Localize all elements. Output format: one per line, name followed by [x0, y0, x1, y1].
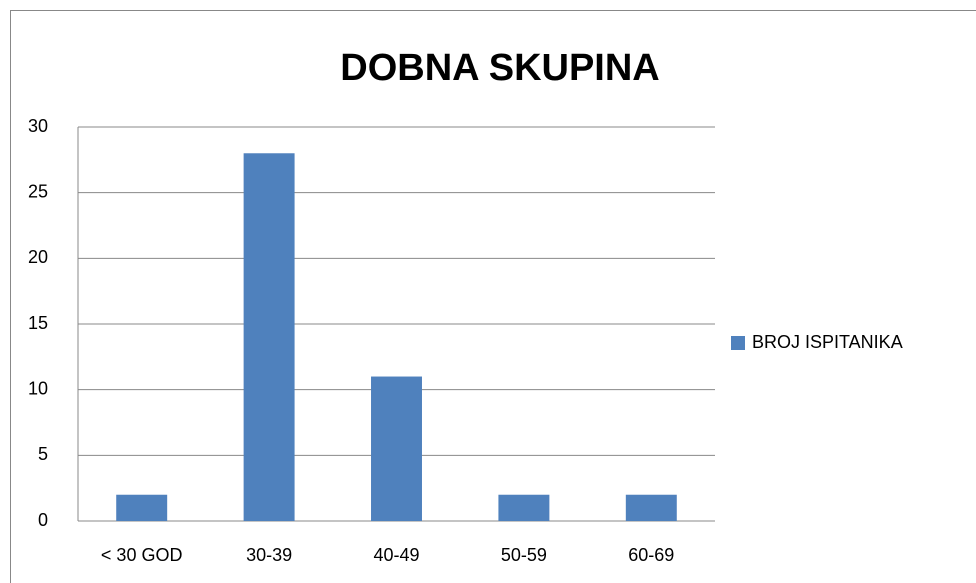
x-tick-label: 30-39 — [246, 545, 292, 565]
x-tick-label: 60-69 — [628, 545, 674, 565]
y-tick-label: 10 — [28, 378, 48, 398]
legend-label: BROJ ISPITANIKA — [752, 332, 903, 352]
bar — [371, 376, 422, 521]
x-tick-label: 50-59 — [501, 545, 547, 565]
y-tick-label: 0 — [38, 510, 48, 530]
bar — [625, 494, 677, 521]
chart-title: DOBNA SKUPINA — [340, 47, 660, 89]
x-tick-label: < 30 GOD — [101, 545, 183, 565]
y-tick-label: 25 — [28, 181, 48, 201]
y-tick-label: 20 — [28, 247, 48, 267]
y-tick-label: 15 — [28, 313, 48, 333]
y-tick-label: 30 — [28, 116, 48, 136]
bar — [243, 153, 295, 521]
bar — [116, 494, 168, 521]
chart-border — [10, 10, 976, 583]
x-tick-label: 40-49 — [373, 545, 419, 565]
legend-swatch — [731, 336, 745, 350]
y-tick-label: 5 — [38, 444, 48, 464]
bar — [498, 494, 550, 521]
